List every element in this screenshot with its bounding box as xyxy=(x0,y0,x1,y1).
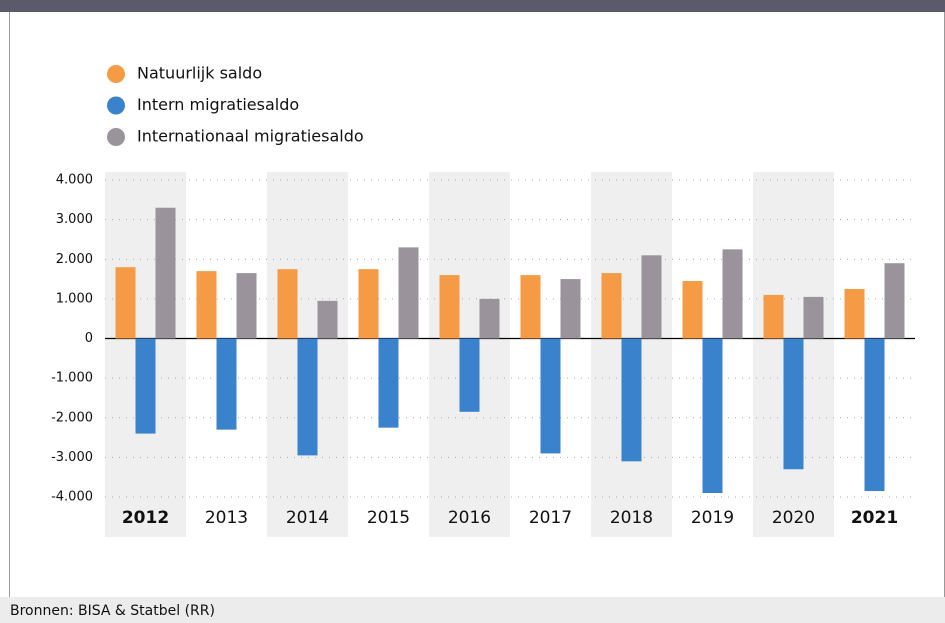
bar xyxy=(236,273,257,339)
x-tick-label: 2013 xyxy=(205,508,248,528)
header-bar xyxy=(0,0,945,12)
bar xyxy=(783,338,804,470)
y-tick-label: -3.000 xyxy=(51,450,93,465)
footer xyxy=(0,597,945,623)
legend-marker xyxy=(107,96,125,115)
bar xyxy=(297,338,318,456)
y-tick-label: 2.000 xyxy=(56,252,93,267)
bar xyxy=(479,298,500,339)
legend-label: Internationaal migratiesaldo xyxy=(137,127,364,146)
bar xyxy=(560,279,581,339)
bar xyxy=(682,281,703,339)
bar xyxy=(702,338,723,494)
bar xyxy=(439,275,460,339)
bar xyxy=(864,338,885,492)
bar xyxy=(155,207,176,339)
bar xyxy=(601,273,622,339)
legend-marker xyxy=(107,128,125,146)
y-tick-label: 4.000 xyxy=(56,173,93,188)
y-tick-label: 3.000 xyxy=(56,212,93,227)
bar xyxy=(216,338,237,430)
legend-label: Intern migratiesaldo xyxy=(137,95,299,114)
bar xyxy=(196,271,217,339)
bar xyxy=(277,269,298,339)
bar xyxy=(621,338,642,462)
bar xyxy=(317,300,338,339)
bar xyxy=(540,338,561,454)
x-tick-label: 2021 xyxy=(851,508,898,528)
x-tick-label: 2020 xyxy=(772,508,815,528)
y-tick-label: -2.000 xyxy=(51,410,93,425)
x-tick-label: 2012 xyxy=(122,508,169,528)
bar xyxy=(378,338,399,428)
bar xyxy=(763,294,784,339)
bar xyxy=(884,263,905,339)
bar xyxy=(459,338,480,412)
bar xyxy=(135,338,156,434)
x-tick-label: 2017 xyxy=(529,508,572,528)
y-tick-label: -1.000 xyxy=(51,371,93,386)
bar xyxy=(803,296,824,339)
x-tick-label: 2019 xyxy=(691,508,734,528)
y-tick-label: 0 xyxy=(85,331,93,346)
legend-label: Natuurlijk saldo xyxy=(137,64,262,83)
bar xyxy=(722,249,743,339)
y-tick-label: -4.000 xyxy=(51,490,93,505)
legend-marker xyxy=(107,65,125,83)
y-tick-label: 1.000 xyxy=(56,291,93,306)
bar xyxy=(520,275,541,339)
bar xyxy=(398,247,419,339)
bar xyxy=(844,288,865,339)
bar xyxy=(641,255,662,339)
bar xyxy=(358,269,379,339)
bar xyxy=(115,267,136,339)
source: Bronnen: BISA & Statbel (RR) xyxy=(10,603,215,619)
x-tick-label: 2016 xyxy=(448,508,491,528)
x-tick-label: 2015 xyxy=(367,508,410,528)
x-tick-label: 2018 xyxy=(610,508,653,528)
x-tick-label: 2014 xyxy=(286,508,329,528)
